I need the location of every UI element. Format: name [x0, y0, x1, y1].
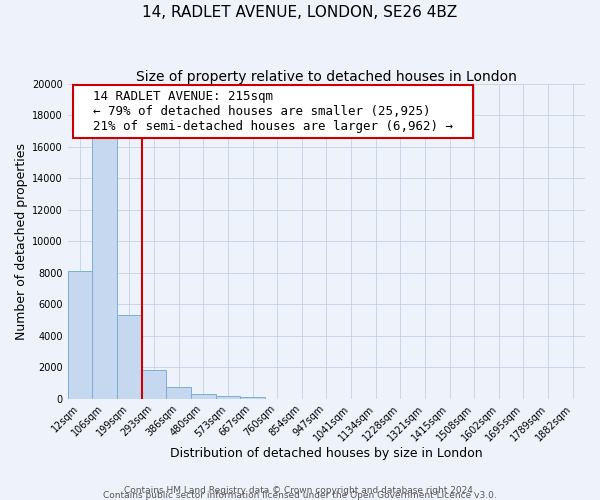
Text: Contains HM Land Registry data © Crown copyright and database right 2024.: Contains HM Land Registry data © Crown c…: [124, 486, 476, 495]
Bar: [166, 387, 191, 398]
Text: Contains public sector information licensed under the Open Government Licence v3: Contains public sector information licen…: [103, 490, 497, 500]
Text: 14 RADLET AVENUE: 215sqm
  ← 79% of detached houses are smaller (25,925)
  21% o: 14 RADLET AVENUE: 215sqm ← 79% of detach…: [78, 90, 468, 134]
Bar: [191, 394, 215, 398]
Bar: [240, 396, 265, 398]
X-axis label: Distribution of detached houses by size in London: Distribution of detached houses by size …: [170, 447, 483, 460]
Text: 14, RADLET AVENUE, LONDON, SE26 4BZ: 14, RADLET AVENUE, LONDON, SE26 4BZ: [142, 5, 458, 20]
Bar: [142, 370, 166, 398]
Bar: [68, 272, 92, 398]
Y-axis label: Number of detached properties: Number of detached properties: [15, 143, 28, 340]
Bar: [117, 316, 142, 398]
Bar: [92, 138, 117, 398]
Title: Size of property relative to detached houses in London: Size of property relative to detached ho…: [136, 70, 517, 84]
Bar: [215, 396, 240, 398]
